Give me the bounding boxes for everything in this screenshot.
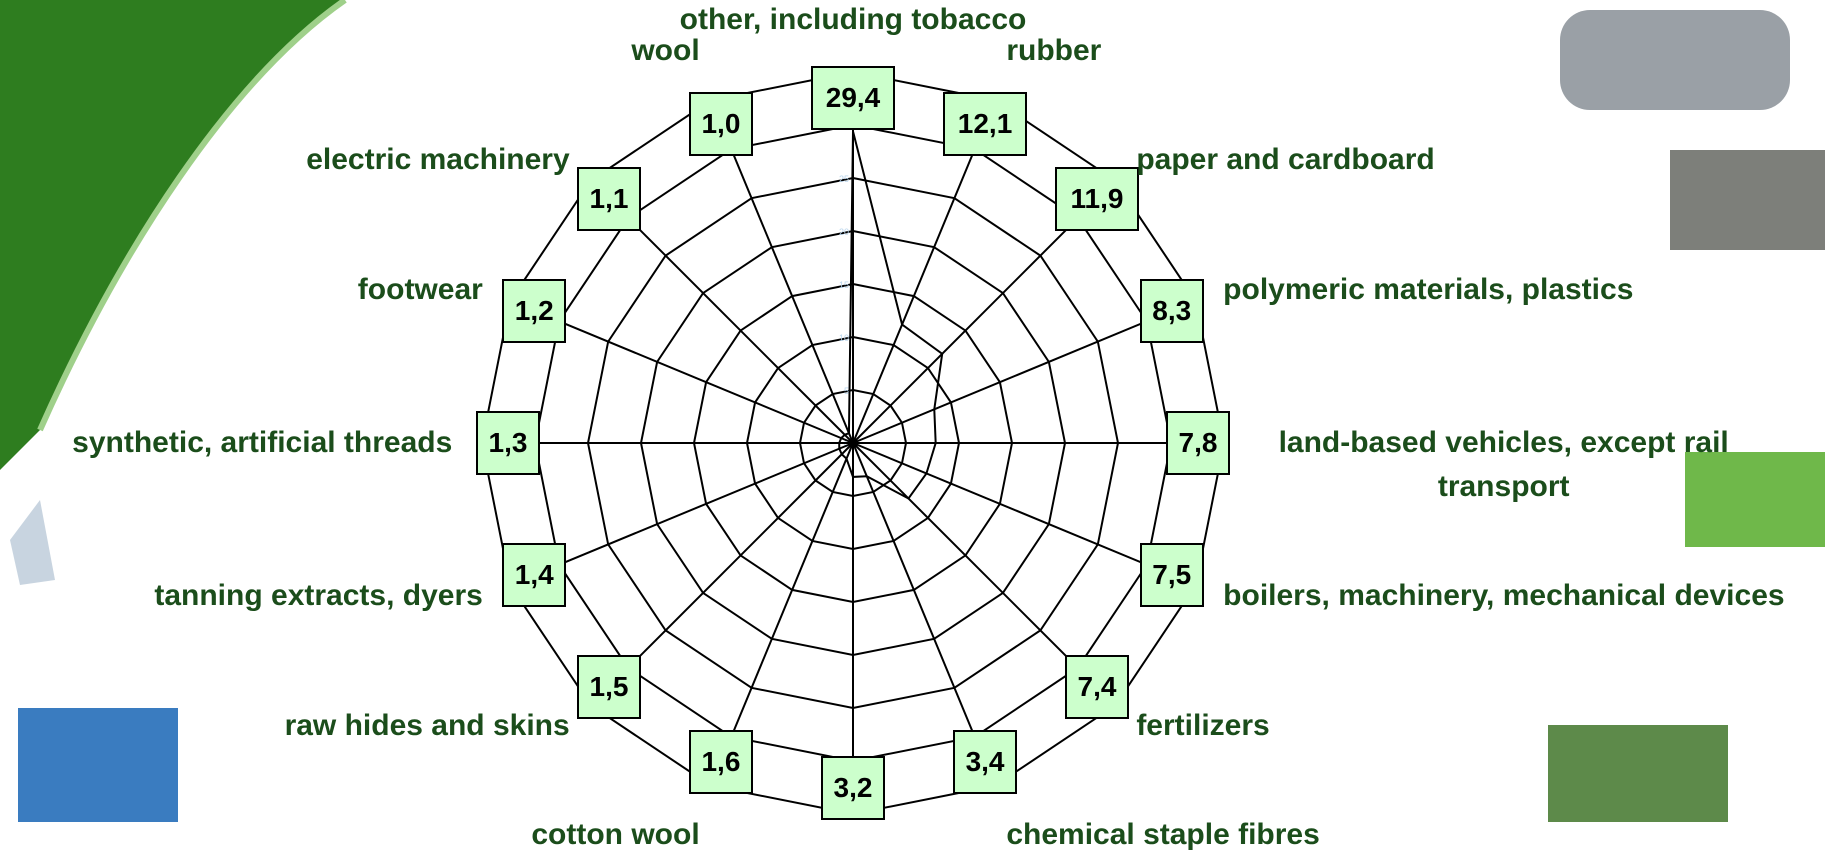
- spoke: [710, 442, 854, 787]
- value-label: 7,4: [1064, 654, 1129, 719]
- category-label: synthetic, artificial threads: [72, 426, 453, 459]
- image-plant: [1548, 725, 1728, 822]
- category-label: footwear: [357, 272, 483, 306]
- value-label: 1,3: [475, 411, 540, 475]
- decor-swoosh: [0, 0, 345, 470]
- r-tick-label: 10: [839, 333, 849, 343]
- category-label: boilers, machinery, mechanical devices: [1223, 579, 1785, 613]
- category-label: paper and cardboard: [1136, 142, 1435, 176]
- value-label: 8,3: [1139, 278, 1204, 343]
- image-fuel: [1685, 452, 1825, 547]
- value-label: 7,5: [1139, 543, 1204, 608]
- category-label: wool: [631, 33, 700, 67]
- value-label: 7,8: [1166, 411, 1231, 475]
- value-label: 1,1: [577, 167, 642, 232]
- spoke: [852, 442, 1197, 586]
- category-label: polymeric materials, plastics: [1223, 272, 1634, 306]
- value-label: 1,6: [688, 729, 753, 794]
- spoke: [852, 300, 1197, 444]
- category-label: electric machinery: [306, 142, 570, 176]
- value-label: 1,0: [688, 92, 753, 157]
- category-label: chemical staple fibres: [1006, 818, 1320, 852]
- r-tick-label: 25: [839, 174, 849, 184]
- spoke: [710, 99, 854, 444]
- category-label: rubber: [1006, 33, 1102, 67]
- spoke: [852, 442, 996, 787]
- image-threads: [18, 708, 178, 822]
- category-label: cotton wool: [531, 818, 700, 852]
- chart: 05101520253035: [0, 0, 1825, 822]
- category-label: other, including tobacco: [679, 3, 1027, 37]
- value-label: 29,4: [811, 65, 895, 130]
- value-label: 1,5: [577, 654, 642, 719]
- value-label: 11,9: [1054, 167, 1139, 232]
- radar-line: [838, 131, 944, 500]
- spoke: [509, 442, 854, 586]
- value-label: 12,1: [943, 92, 1028, 157]
- spoke: [852, 99, 996, 444]
- image-sheet: [10, 500, 55, 585]
- value-label: 3,2: [821, 756, 885, 821]
- value-label: 1,2: [502, 278, 567, 343]
- image-materials: [1670, 150, 1825, 250]
- r-tick-label: 15: [839, 280, 849, 290]
- r-tick-label: 5: [844, 386, 849, 396]
- value-label: 1,4: [502, 543, 567, 608]
- category-label: fertilizers: [1136, 709, 1270, 743]
- category-label: land-based vehicles, except rail transpo…: [1278, 426, 1729, 503]
- value-label: 3,4: [953, 729, 1018, 794]
- spoke: [509, 300, 854, 444]
- category-label: tanning extracts, dyers: [154, 579, 483, 613]
- image-car: [1560, 10, 1790, 110]
- category-label: raw hides and skins: [284, 709, 570, 743]
- r-tick-label: 20: [839, 227, 849, 237]
- decor-edge: [37, 0, 347, 432]
